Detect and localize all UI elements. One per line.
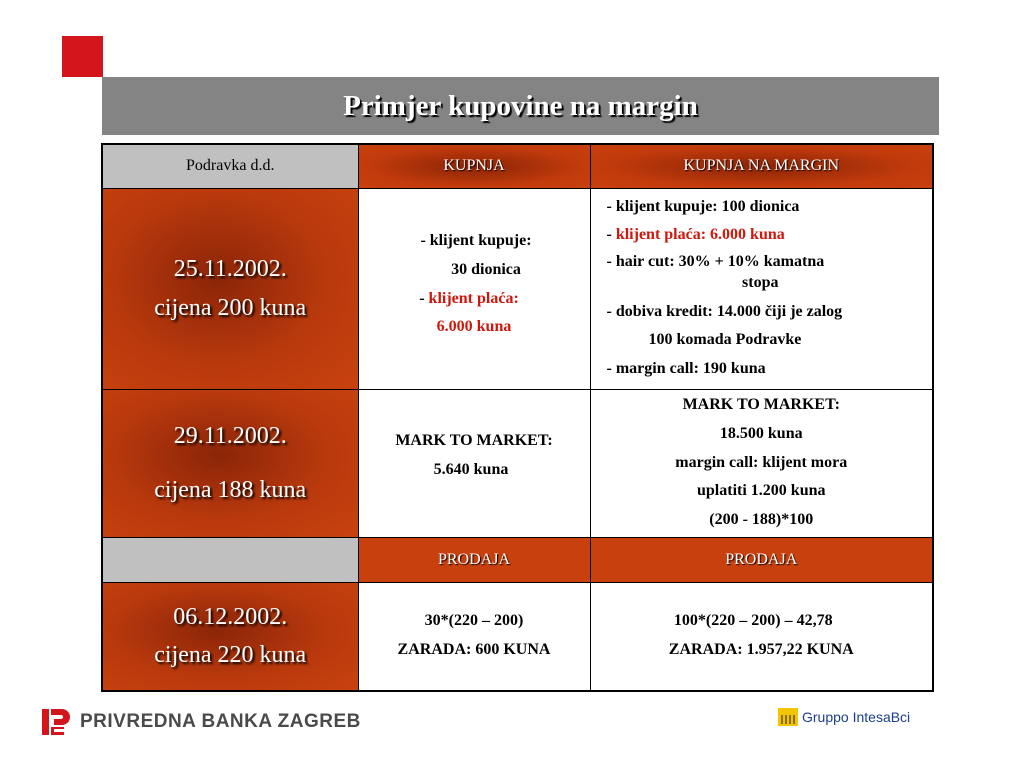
margin-row1-line3a: - hair cut: 30% + 10% kamatna (606, 253, 825, 271)
buy-row1-line2: 30 dionica (451, 260, 521, 278)
table-row: 29.11.2002. cijena 188 kuna MARK TO MARK… (101, 388, 934, 538)
sale-header-row: PRODAJA PRODAJA (101, 536, 934, 583)
sale-header-margin: PRODAJA (589, 536, 934, 583)
price-row2: cijena 188 kuna (154, 477, 307, 503)
margin-row1-line3b: stopa (742, 273, 779, 291)
intesa-logo-icon (778, 708, 798, 726)
table-row: 25.11.2002. cijena 200 kuna - klijent ku… (101, 187, 934, 390)
date-row1: 25.11.2002. (173, 256, 287, 283)
price-row1: cijena 200 kuna (154, 294, 307, 321)
buy-row2-line2: 5.640 kuna (433, 461, 509, 478)
margin-row3-line1: 100*(220 – 200) – 42,78 (673, 612, 833, 630)
buy-row1-line1: - klijent kupuje: (420, 231, 532, 249)
decorative-red-square (62, 36, 103, 77)
margin-row2-line4: uplatiti 1.200 kuna (697, 482, 826, 500)
margin-cell-row1: - klijent kupuje: 100 dionica - klijent … (589, 187, 934, 390)
margin-row2-line1: MARK TO MARKET: (682, 396, 840, 413)
buy-row1-line4-red: 6.000 kuna (436, 318, 512, 336)
margin-example-table: Podravka d.d. KUPNJA KUPNJA NA MARGIN 25… (101, 143, 934, 692)
date-row2: 29.11.2002. (173, 422, 287, 449)
group-name: Gruppo IntesaBci (802, 709, 911, 725)
table-row: 06.12.2002. cijena 220 kuna 30*(220 – 20… (101, 581, 934, 692)
pbz-logo-icon (40, 707, 70, 737)
title-bar: Primjer kupovine na margin (102, 77, 939, 135)
margin-row1-line4: - dobiva kredit: 14.000 čiji je zalog (606, 302, 843, 320)
date-cell-row3: 06.12.2002. cijena 220 kuna (101, 581, 359, 692)
margin-cell-row3: 100*(220 – 200) – 42,78 ZARADA: 1.957,22… (589, 581, 934, 692)
header-buy: KUPNJA (357, 143, 591, 189)
margin-row1-line5: 100 komada Podravke (648, 331, 802, 349)
margin-cell-row2: MARK TO MARKET: 18.500 kuna margin call:… (589, 388, 934, 538)
buy-row1-line3-red: klijent plaća: (428, 289, 519, 307)
margin-row1-line1: - klijent kupuje: 100 dionica (606, 197, 800, 215)
price-row3: cijena 220 kuna (154, 642, 307, 669)
buy-row3-line1: 30*(220 – 200) (424, 612, 524, 630)
sale-header-buy: PRODAJA (357, 536, 591, 583)
margin-row2-line5: (200 - 188)*100 (709, 511, 814, 529)
buy-cell-row1: - klijent kupuje: 30 dionica - klijent p… (357, 187, 591, 390)
buy-row3-line2: ZARADA: 600 KUNA (397, 641, 551, 659)
bank-name: PRIVREDNA BANKA ZAGREB (80, 711, 361, 732)
intesa-logo: Gruppo IntesaBci (778, 708, 910, 726)
buy-row1-line3-prefix: - (419, 289, 429, 307)
date-cell-row2: 29.11.2002. cijena 188 kuna (101, 388, 359, 538)
sale-header-empty (101, 536, 359, 583)
header-buy-on-margin: KUPNJA NA MARGIN (589, 143, 934, 189)
margin-row1-line6: - margin call: 190 kuna (606, 360, 766, 378)
margin-row1-line2-prefix: - (606, 226, 616, 244)
slide-title: Primjer kupovine na margin (343, 89, 698, 122)
buy-cell-row3: 30*(220 – 200) ZARADA: 600 KUNA (357, 581, 591, 692)
header-company: Podravka d.d. (101, 143, 359, 189)
margin-row2-line2: 18.500 kuna (719, 424, 803, 442)
buy-cell-row2: MARK TO MARKET: 5.640 kuna (357, 388, 591, 538)
date-cell-row1: 25.11.2002. cijena 200 kuna (101, 187, 359, 390)
buy-row2-line1: MARK TO MARKET: (395, 432, 553, 450)
date-row3: 06.12.2002. (173, 603, 288, 630)
margin-row3-line2: ZARADA: 1.957,22 KUNA (668, 641, 854, 659)
margin-row2-line3: margin call: klijent mora (675, 453, 848, 471)
margin-row1-line2-red: klijent plaća: 6.000 kuna (615, 226, 785, 244)
pbz-logo: PRIVREDNA BANKA ZAGREB (40, 707, 361, 737)
table-header-row: Podravka d.d. KUPNJA KUPNJA NA MARGIN (101, 143, 934, 189)
